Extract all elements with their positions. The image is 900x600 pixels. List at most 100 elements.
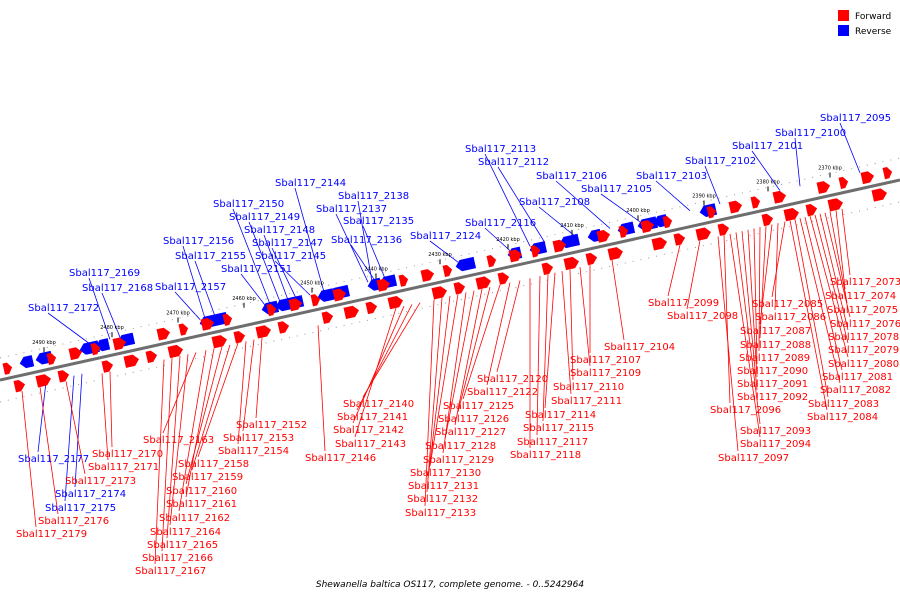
gene-callout [101, 373, 109, 461]
forward-gene-arrow [200, 317, 215, 331]
gene-callout [704, 165, 721, 205]
gene-callout [354, 307, 397, 438]
axis-tick-label: 2420 kbp [496, 237, 520, 243]
legend-label-reverse: Reverse [855, 27, 892, 37]
gene-label-forward: Sbal117_2097 [718, 453, 789, 464]
gene-label-reverse: Sbal117_2155 [175, 251, 246, 262]
gene-label-forward: Sbal117_2089 [739, 353, 810, 364]
gene-callout [74, 373, 83, 488]
gene-label-forward: Sbal117_2120 [477, 374, 548, 385]
genome-axis-line [0, 178, 900, 382]
gene-label-forward: Sbal117_2078 [828, 332, 899, 343]
gene-label-forward: Sbal117_2122 [467, 387, 538, 398]
forward-gene-arrow [332, 288, 347, 302]
forward-gene-arrow [156, 327, 171, 341]
forward-gene-arrow [101, 360, 114, 373]
gene-label-reverse: Sbal117_2144 [275, 178, 346, 189]
forward-gene-arrow [343, 305, 359, 320]
gene-label-forward: Sbal117_2158 [178, 459, 249, 470]
gene-label-forward: Sbal117_2179 [16, 529, 87, 540]
gene-callout [169, 354, 189, 526]
forward-gene-arrow [398, 274, 409, 287]
gene-callout [686, 240, 701, 310]
forward-gene-arrow [288, 298, 303, 312]
axis-tick-label: 2390 kbp [692, 194, 716, 200]
gene-callout [161, 357, 173, 552]
gene-label-forward: Sbal117_2090 [737, 366, 808, 377]
axis-tick-label: 2490 kbp [32, 340, 56, 346]
gene-label-reverse: Sbal117_2157 [155, 282, 226, 293]
gene-callout [185, 348, 215, 498]
gene-callout [39, 387, 59, 515]
gene-label-forward: Sbal117_2141 [337, 412, 408, 423]
gene-callout [486, 282, 511, 386]
genome-track [0, 157, 900, 403]
gene-label-forward: Sbal117_2111 [551, 396, 622, 407]
gene-label-reverse: Sbal117_2102 [685, 156, 756, 167]
forward-gene-arrow [442, 264, 453, 278]
gene-callout [37, 381, 47, 453]
axis-tick-label: 2410 kbp [560, 223, 584, 229]
gene-label-reverse: Sbal117_2175 [45, 503, 116, 514]
lower-guide-line [0, 201, 900, 403]
gene-callout [723, 235, 731, 404]
gene-label-reverse: Sbal117_2174 [55, 489, 126, 500]
forward-gene-arrow [365, 301, 378, 315]
gene-callout [444, 290, 475, 440]
gene-callout [109, 371, 113, 448]
forward-gene-arrow [827, 198, 843, 212]
forward-gene-arrow [651, 237, 667, 251]
gene-label-forward: Sbal117_2115 [523, 423, 594, 434]
gene-callout [350, 244, 376, 281]
forward-gene-arrow [816, 181, 831, 194]
gene-label-reverse: Sbal117_2095 [820, 113, 891, 124]
gene-callout [166, 355, 181, 539]
axis-tick-label: 2400 kbp [626, 208, 650, 214]
gene-label-forward: Sbal117_2132 [407, 494, 478, 505]
gene-label-reverse: Sbal117_2112 [478, 157, 549, 168]
gene-label-forward: Sbal117_2167 [135, 566, 206, 577]
forward-gene-arrow [90, 343, 101, 356]
gene-callout [21, 391, 37, 528]
gene-callout [667, 244, 681, 297]
forward-gene-arrow [717, 223, 730, 236]
forward-gene-arrow [486, 255, 497, 268]
gene-label-forward: Sbal117_2160 [166, 486, 237, 497]
forward-gene-arrow [761, 213, 774, 227]
gene-callout [561, 271, 572, 395]
forward-gene-arrow [860, 171, 875, 185]
forward-gene-arrow [266, 303, 277, 317]
gene-arrows [2, 167, 893, 393]
forward-gene-arrow [145, 350, 158, 364]
legend-swatch-forward [838, 10, 849, 21]
gene-callout [335, 213, 369, 283]
reverse-gene-arrow [455, 256, 477, 272]
forward-gene-arrow [35, 374, 51, 388]
forward-gene-arrow [618, 225, 629, 238]
forward-gene-arrow [277, 321, 290, 334]
gene-label-forward: Sbal117_2166 [142, 553, 213, 564]
forward-gene-arrow [673, 233, 686, 246]
gene-callout [841, 208, 851, 276]
gene-label-forward: Sbal117_2129 [423, 455, 494, 466]
reverse-gene-arrow [19, 355, 35, 369]
forward-gene-arrow [68, 347, 83, 361]
gene-label-forward: Sbal117_2170 [92, 449, 163, 460]
gene-label-forward: Sbal117_2165 [147, 540, 218, 551]
gene-label-forward: Sbal117_2080 [828, 359, 899, 370]
forward-gene-arrow [123, 354, 139, 368]
gene-callout [794, 137, 801, 187]
gene-label-forward: Sbal117_2083 [808, 399, 879, 410]
gene-callout [569, 269, 574, 381]
forward-gene-arrow [211, 335, 227, 349]
axis-tick-label: 2440 kbp [364, 266, 388, 272]
gene-callout [804, 217, 843, 371]
gene-callout [544, 272, 556, 409]
gene-label-forward: Sbal117_2082 [820, 385, 891, 396]
gene-callout [457, 287, 491, 413]
gene-callout [771, 221, 786, 298]
gene-callout [424, 299, 435, 507]
forward-gene-arrow [838, 176, 849, 190]
forward-gene-arrow [563, 256, 579, 271]
